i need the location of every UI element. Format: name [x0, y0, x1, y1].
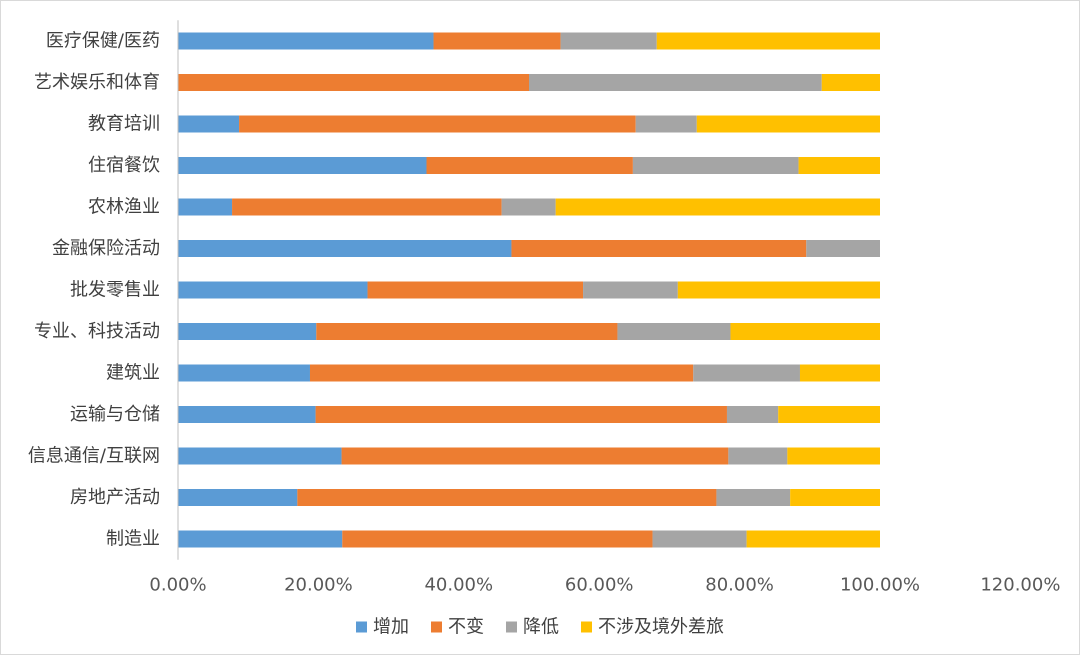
- bar-segment-2-row-1: [433, 32, 561, 50]
- bar-segment-2-row-13: [342, 530, 653, 548]
- bar-segment-4-row-11: [787, 447, 880, 465]
- bar-segment-3-row-10: [726, 406, 779, 423]
- bar-segment-3-row-11: [728, 447, 788, 465]
- bar-segment-1-row-8: [178, 323, 317, 340]
- bar-segment-1-row-3: [178, 115, 240, 133]
- bar-segment-3-row-12: [716, 489, 791, 506]
- x-tick-labels: 0.00% 20.00% 40.00% 60.00% 80.00% 100.00% 120.…: [149, 575, 1060, 596]
- bar-segment-1-row-7: [178, 281, 368, 299]
- bar-segment-3-row-1: [560, 32, 657, 50]
- bar-segment-1-row-4: [178, 157, 427, 174]
- bar-segment-3-row-7: [583, 281, 678, 299]
- bar-segment-4-row-2: [821, 74, 880, 91]
- legend-label-4: 不涉及境外差旅: [598, 617, 724, 638]
- bar-segment-1-row-12: [178, 489, 298, 506]
- x-tick-label: 0.00%: [149, 575, 206, 596]
- category-label: 信息通信/互联网: [28, 446, 160, 467]
- category-label: 房地产活动: [70, 487, 160, 508]
- bar-segment-4-row-3: [696, 115, 880, 133]
- x-tick-label: 60.00%: [565, 575, 634, 596]
- bar-segment-2-row-7: [367, 281, 584, 299]
- bar-segment-1-row-1: [178, 32, 434, 50]
- bar-segment-2-row-8: [316, 323, 618, 340]
- bar-segment-4-row-13: [746, 530, 880, 548]
- bar-segment-2-row-6: [511, 240, 807, 257]
- legend-label-2: 不变: [448, 617, 484, 638]
- bar-segment-3-row-3: [635, 115, 697, 133]
- legend-label-3: 降低: [523, 617, 559, 638]
- bar-segment-4-row-1: [656, 32, 880, 50]
- legend-swatch-4: [581, 621, 592, 633]
- legend-swatch-3: [506, 621, 517, 633]
- bar-segment-3-row-5: [501, 198, 556, 216]
- category-labels: 医疗保健/医药艺术娱乐和体育教育培训住宿餐饮农林渔业金融保险活动批发零售业专业、…: [28, 31, 160, 550]
- category-label: 艺术娱乐和体育: [34, 72, 160, 93]
- legend-swatch-2: [431, 621, 442, 633]
- x-tick-label: 40.00%: [424, 575, 493, 596]
- category-label: 医疗保健/医药: [46, 31, 160, 52]
- x-tick-label: 120.00%: [980, 575, 1060, 596]
- bar-segment-1-row-9: [178, 364, 310, 382]
- bar-segment-4-row-9: [799, 364, 880, 382]
- bar-segment-3-row-8: [617, 323, 731, 340]
- bar-segment-4-row-7: [677, 281, 880, 299]
- x-tick-label: 80.00%: [705, 575, 774, 596]
- bar-segment-2-row-2: [178, 74, 529, 91]
- bar-segment-1-row-5: [178, 198, 233, 216]
- bar-layer: [178, 32, 880, 548]
- bar-segment-2-row-9: [309, 364, 694, 382]
- category-label: 制造业: [106, 529, 160, 550]
- category-label: 专业、科技活动: [34, 321, 160, 342]
- bar-segment-1-row-10: [178, 406, 316, 423]
- bar-segment-2-row-10: [315, 406, 727, 423]
- category-label: 教育培训: [88, 114, 160, 135]
- bar-segment-3-row-13: [652, 530, 747, 548]
- bar-segment-3-row-2: [529, 74, 822, 91]
- category-label: 建筑业: [106, 363, 160, 384]
- bar-segment-2-row-5: [232, 198, 502, 216]
- category-label: 运输与仓储: [70, 404, 160, 425]
- legend-swatch-1: [356, 621, 367, 633]
- bar-segment-2-row-3: [239, 115, 636, 133]
- bar-segment-1-row-11: [178, 447, 342, 465]
- bar-segment-3-row-4: [632, 157, 799, 174]
- legend-label-1: 增加: [373, 617, 409, 638]
- bar-segment-2-row-12: [297, 489, 717, 506]
- bar-segment-4-row-4: [798, 157, 880, 174]
- bar-segment-4-row-10: [778, 406, 880, 423]
- bar-segment-3-row-9: [693, 364, 800, 382]
- bar-segment-3-row-6: [806, 240, 880, 257]
- bar-segment-1-row-6: [178, 240, 512, 257]
- bar-segment-4-row-5: [555, 198, 880, 216]
- category-label: 金融保险活动: [52, 238, 160, 259]
- bar-segment-4-row-8: [730, 323, 880, 340]
- legend: 增加 不变 降低 不涉及境外差旅: [356, 617, 724, 638]
- bar-segment-1-row-13: [178, 530, 343, 548]
- category-label: 批发零售业: [70, 280, 160, 301]
- bar-segment-4-row-12: [790, 489, 880, 506]
- x-tick-label: 20.00%: [284, 575, 353, 596]
- x-tick-label: 100.00%: [840, 575, 920, 596]
- bar-segment-2-row-11: [341, 447, 729, 465]
- category-label: 住宿餐饮: [88, 155, 160, 176]
- category-label: 农林渔业: [88, 197, 160, 218]
- bar-segment-2-row-4: [426, 157, 633, 174]
